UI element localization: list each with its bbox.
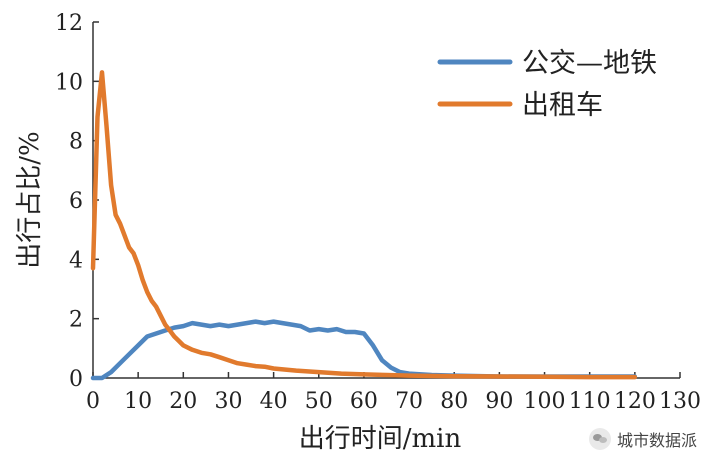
x-axis-title: 出行时间/min — [299, 424, 462, 454]
x-tick-label: 70 — [395, 389, 423, 414]
y-tick-label: 8 — [69, 130, 83, 155]
y-tick-label: 0 — [69, 367, 83, 392]
series-group — [90, 70, 638, 381]
series-line-1 — [90, 319, 638, 381]
legend-label-2: 出租车 — [522, 90, 603, 121]
legend-label-1: 公交—地铁 — [522, 48, 657, 79]
x-tick-label: 50 — [305, 389, 333, 414]
x-tick-label: 0 — [86, 389, 100, 414]
y-axis-title: 出行占比/% — [15, 131, 45, 268]
y-tick-label: 4 — [69, 248, 83, 273]
x-tick-label: 40 — [260, 389, 288, 414]
series-line-2 — [90, 70, 638, 380]
y-tick-label: 6 — [69, 189, 83, 214]
x-tick-label: 90 — [485, 389, 513, 414]
x-tick-label: 30 — [214, 389, 242, 414]
x-tick-label: 120 — [614, 389, 656, 414]
x-tick-label: 60 — [350, 389, 378, 414]
wechat-icon — [588, 428, 611, 450]
x-tick-label: 110 — [569, 389, 611, 414]
watermark: 城市数据派 — [588, 427, 697, 451]
x-tick-label: 20 — [169, 389, 197, 414]
y-tick-label: 12 — [55, 11, 83, 36]
y-tick-label: 2 — [69, 308, 83, 333]
y-tick-label: 10 — [55, 70, 83, 95]
watermark-text: 城市数据派 — [616, 431, 697, 450]
x-tick-label: 80 — [440, 389, 468, 414]
x-tick-label: 100 — [524, 389, 566, 414]
x-tick-label: 10 — [124, 389, 152, 414]
x-tick-label: 130 — [659, 389, 701, 414]
